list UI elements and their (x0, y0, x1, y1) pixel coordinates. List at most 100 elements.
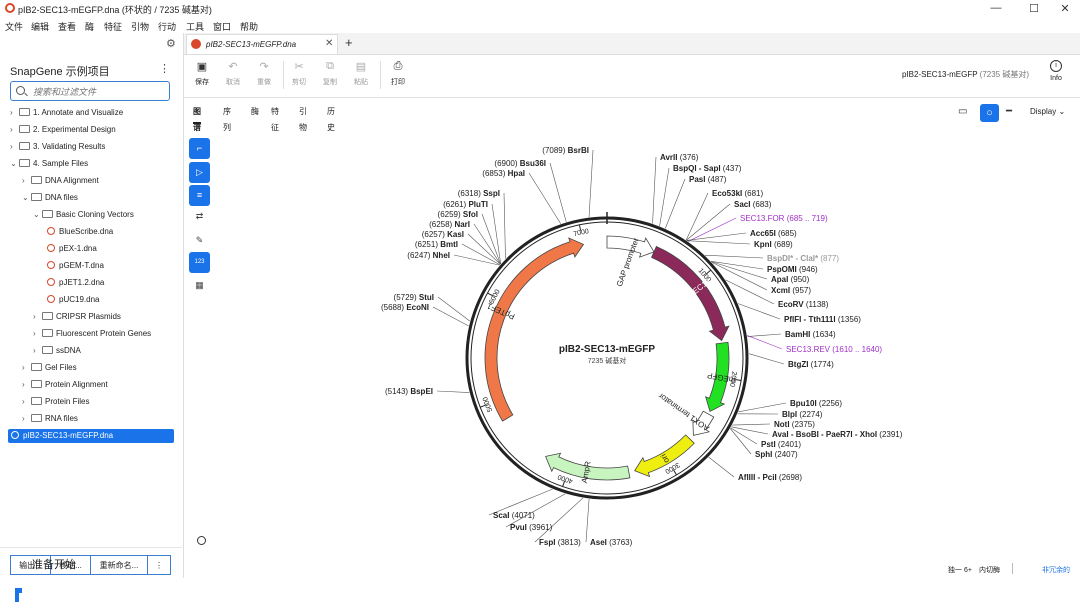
enzyme-label[interactable]: (5143) BspEI (385, 387, 433, 396)
enzyme-label[interactable]: ApaI (950) (771, 275, 810, 284)
tree-folder[interactable]: ⌄Basic Cloning Vectors (33, 208, 134, 222)
close-button[interactable]: ✕ (1055, 2, 1075, 15)
chevron-right-icon[interactable]: › (10, 106, 19, 120)
tree-folder[interactable]: ›Protein Files (22, 395, 89, 409)
circular-view-icon[interactable]: ○ (980, 104, 999, 122)
panel-menu-button[interactable]: ⋮ (159, 62, 170, 75)
gear-icon[interactable]: ⚙ (166, 37, 176, 50)
enzyme-label[interactable]: Eco53kI (681) (712, 189, 763, 198)
tab-sequence[interactable]: 序列 (223, 104, 231, 122)
undo-button[interactable]: ↶取消 (219, 60, 247, 87)
enzyme-label[interactable]: BtgZI (1774) (788, 360, 834, 369)
enzyme-label[interactable]: (6853) HpaI (482, 169, 525, 178)
enzyme-label[interactable]: FspI (3813) (539, 538, 581, 547)
tree-folder[interactable]: ›RNA files (22, 412, 78, 426)
new-tab-button[interactable]: + (345, 35, 353, 50)
enzyme-label[interactable]: (6261) PluTI (443, 200, 488, 209)
status-enzymes[interactable]: 内切酶 (979, 565, 1000, 575)
tab-primers[interactable]: 引物 (299, 104, 307, 122)
chevron-right-icon[interactable]: › (22, 395, 31, 409)
enzyme-label[interactable]: PvuI (3961) (510, 523, 553, 532)
tree-folder[interactable]: ›Protein Alignment (22, 378, 108, 392)
tree-folder[interactable]: ›Fluorescent Protein Genes (33, 327, 151, 341)
linear-view-icon[interactable]: ▭ (958, 106, 967, 117)
print-button[interactable]: ⎙打印 (384, 60, 412, 87)
chevron-right-icon[interactable]: › (33, 344, 42, 358)
enzyme-label[interactable]: PstI (2401) (761, 440, 801, 449)
zoom-button[interactable] (191, 532, 211, 552)
search-field[interactable] (10, 81, 170, 101)
display-dropdown[interactable]: Display ⌄ (1030, 107, 1065, 116)
tab-enzymes[interactable]: 酶 (251, 104, 259, 122)
menu-tools[interactable]: 工具 (186, 20, 204, 33)
tree-folder[interactable]: ›ssDNA (33, 344, 81, 358)
enzyme-label[interactable]: PflFI - Tth111I (1356) (784, 315, 861, 324)
chevron-down-icon[interactable]: ⌄ (10, 157, 19, 171)
save-button[interactable]: ▣保存 (188, 60, 216, 87)
enzyme-label[interactable]: SEC13.REV (1610 .. 1640) (786, 345, 882, 354)
tree-folder[interactable]: ›DNA Alignment (22, 174, 99, 188)
menu-view[interactable]: 查看 (58, 20, 76, 33)
enzyme-label[interactable]: (6251) BmtI (415, 240, 458, 249)
enzyme-label[interactable]: SacI (683) (734, 200, 772, 209)
tree-file[interactable]: pGEM-T.dna (47, 259, 104, 273)
tab-map[interactable]: 图谱 (193, 104, 201, 124)
enzyme-label[interactable]: (6900) Bsu36I (494, 159, 546, 168)
enzyme-label[interactable]: AflIII - PciI (2698) (738, 473, 802, 482)
more-button[interactable]: ⋮ (147, 555, 171, 575)
enzyme-label[interactable]: (7089) BsrBI (542, 146, 589, 155)
enzyme-label[interactable]: (5688) EcoNI (381, 303, 429, 312)
enzyme-label[interactable]: Bpu10I (2256) (790, 399, 842, 408)
close-tab-icon[interactable]: ✕ (325, 38, 333, 49)
enzyme-label[interactable]: (6259) SfoI (438, 210, 478, 219)
tree-folder[interactable]: ›Gel Files (22, 361, 77, 375)
compact-view-icon[interactable]: ━ (1006, 106, 1012, 117)
tree-file[interactable]: pIB2-SEC13-mEGFP.dna (8, 429, 174, 443)
chevron-down-icon[interactable]: ⌄ (22, 191, 31, 205)
rename-button[interactable]: 重新命名... (90, 555, 148, 575)
tree-folder[interactable]: ›1. Annotate and Visualize (10, 106, 123, 120)
paste-button[interactable]: ▤粘贴 (347, 60, 375, 87)
enzyme-label[interactable]: AvrII (376) (660, 153, 699, 162)
chevron-right-icon[interactable]: › (22, 412, 31, 426)
menu-features[interactable]: 特征 (104, 20, 122, 33)
enzyme-label[interactable]: KpnI (689) (754, 240, 793, 249)
tree-folder[interactable]: ⌄4. Sample Files (10, 157, 88, 171)
enzyme-label[interactable]: BamHI (1634) (785, 330, 836, 339)
tree-folder[interactable]: ›CRIPSR Plasmids (33, 310, 121, 324)
chevron-right-icon[interactable]: › (33, 310, 42, 324)
enzyme-label[interactable]: EcoRV (1138) (778, 300, 829, 309)
tree-file[interactable]: BlueScribe.dna (47, 225, 113, 239)
menu-window[interactable]: 窗口 (213, 20, 231, 33)
status-unique[interactable]: 独一 6+ (948, 565, 972, 575)
menu-primers[interactable]: 引物 (131, 20, 149, 33)
tree-file[interactable]: pEX-1.dna (47, 242, 97, 256)
chevron-right-icon[interactable]: › (22, 361, 31, 375)
feature-arc[interactable] (485, 238, 583, 421)
enzyme-label[interactable]: (6318) SspI (458, 189, 500, 198)
chevron-right-icon[interactable]: › (33, 327, 42, 341)
enzyme-label[interactable]: (6257) KasI (422, 230, 464, 239)
enzyme-label[interactable]: SEC13.FOR (685 .. 719) (740, 214, 828, 223)
enzyme-label[interactable]: (6258) NarI (429, 220, 470, 229)
menu-enzymes[interactable]: 酶 (85, 20, 94, 33)
cut-button[interactable]: ✂剪切 (285, 60, 313, 87)
enzyme-label[interactable]: AvaI - BsoBI - PaeR7I - XhoI (2391) (772, 430, 903, 439)
enzyme-label[interactable]: (6247) NheI (407, 251, 450, 260)
menu-edit[interactable]: 编辑 (31, 20, 49, 33)
menu-help[interactable]: 帮助 (240, 20, 258, 33)
tree-folder[interactable]: ⌄DNA files (22, 191, 78, 205)
enzyme-label[interactable]: SphI (2407) (755, 450, 798, 459)
maximize-button[interactable]: ☐ (1024, 2, 1044, 15)
enzyme-label[interactable]: PasI (487) (689, 175, 727, 184)
menu-actions[interactable]: 行动 (158, 20, 176, 33)
enzyme-label[interactable]: (5729) StuI (394, 293, 434, 302)
enzyme-label[interactable]: PspOMI (946) (767, 265, 818, 274)
menu-file[interactable]: 文件 (5, 20, 23, 33)
tree-folder[interactable]: ›2. Experimental Design (10, 123, 116, 137)
enzyme-label[interactable]: AseI (3763) (590, 538, 633, 547)
chevron-down-icon[interactable]: ⌄ (33, 208, 42, 222)
chevron-right-icon[interactable]: › (22, 378, 31, 392)
